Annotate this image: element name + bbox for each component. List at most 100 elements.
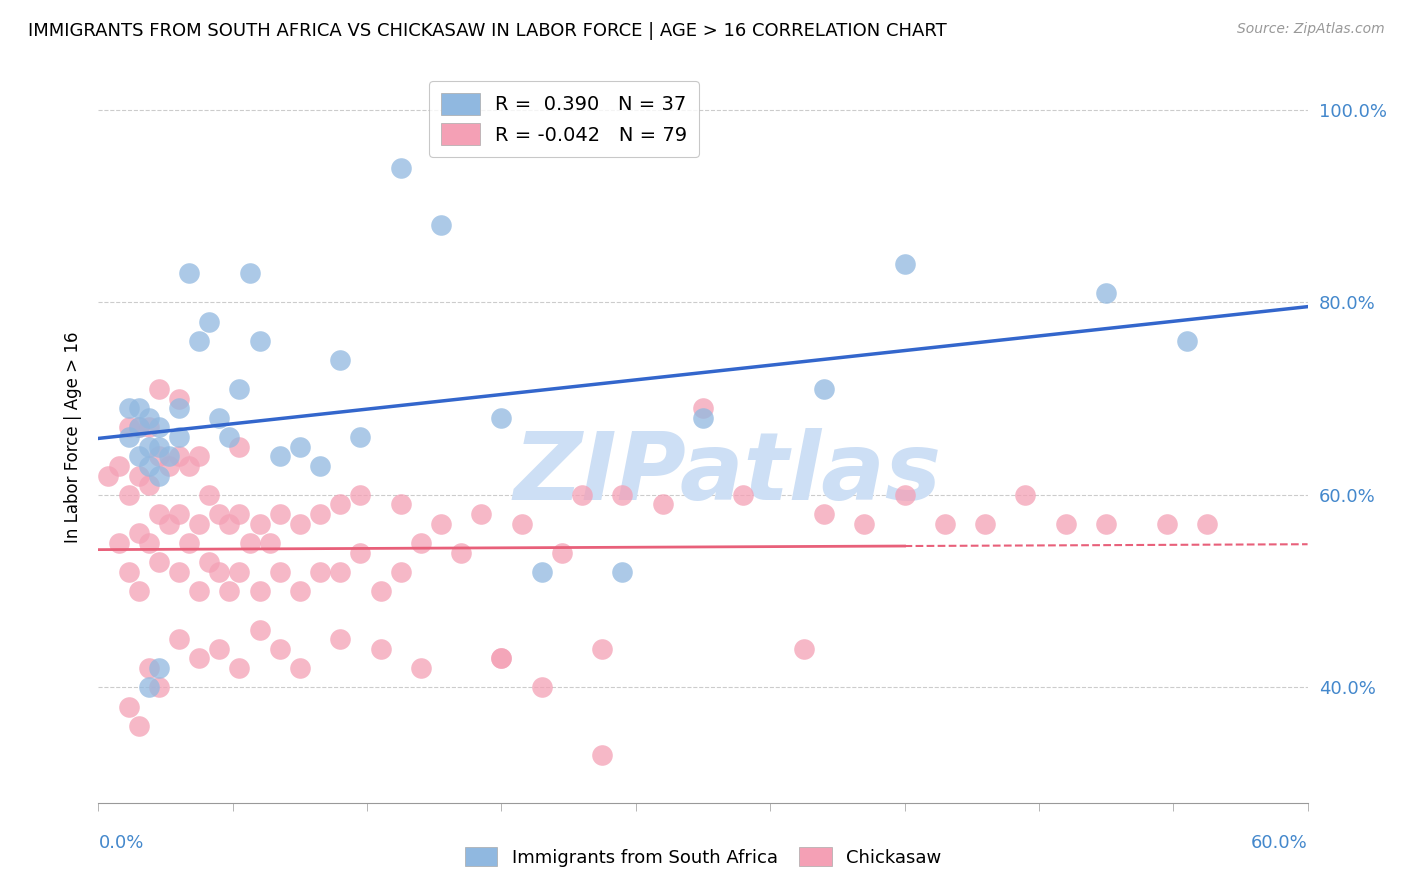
Point (228, 382, 250, 396)
Point (491, 410, 513, 425)
Point (288, 440, 311, 454)
Point (692, 401, 714, 416)
Point (188, 516, 211, 531)
Point (288, 516, 311, 531)
Point (1195, 516, 1218, 531)
Point (1175, 334, 1198, 348)
Point (138, 440, 160, 454)
Text: IMMIGRANTS FROM SOUTH AFRICA VS CHICKASAW IN LABOR FORCE | AGE > 16 CORRELATION : IMMIGRANTS FROM SOUTH AFRICA VS CHICKASA… (28, 22, 946, 40)
Point (188, 450, 211, 464)
Point (128, 468, 150, 483)
Point (269, 450, 291, 464)
Point (107, 458, 129, 473)
Point (470, 507, 492, 521)
Point (591, 641, 613, 656)
Point (118, 430, 141, 444)
Point (249, 584, 271, 599)
Point (228, 565, 250, 579)
Point (167, 450, 190, 464)
Point (249, 516, 271, 531)
Point (138, 420, 160, 434)
Point (148, 468, 170, 483)
Point (259, 536, 281, 550)
Point (450, 545, 472, 559)
Point (148, 507, 170, 521)
Point (430, 219, 453, 233)
Point (651, 498, 673, 512)
Point (198, 315, 221, 329)
Point (288, 584, 311, 599)
Point (118, 488, 141, 502)
Point (249, 623, 271, 637)
Point (309, 565, 332, 579)
Point (813, 507, 835, 521)
Point (551, 545, 574, 559)
Y-axis label: In Labor Force | Age > 16: In Labor Force | Age > 16 (63, 331, 82, 543)
Text: Source: ZipAtlas.com: Source: ZipAtlas.com (1237, 22, 1385, 37)
Point (208, 565, 231, 579)
Point (239, 536, 262, 550)
Point (138, 681, 160, 695)
Point (167, 430, 190, 444)
Point (692, 410, 714, 425)
Point (218, 584, 240, 599)
Point (510, 516, 533, 531)
Point (612, 565, 634, 579)
Point (309, 507, 332, 521)
Point (288, 661, 311, 675)
Point (974, 516, 997, 531)
Legend: Immigrants from South Africa, Chickasaw: Immigrants from South Africa, Chickasaw (457, 840, 949, 874)
Point (148, 681, 170, 695)
Point (934, 516, 956, 531)
Point (128, 401, 150, 416)
Point (128, 719, 150, 733)
Point (893, 488, 915, 502)
Point (309, 458, 332, 473)
Point (157, 450, 180, 464)
Text: ZIPatlas: ZIPatlas (513, 427, 941, 520)
Point (128, 420, 150, 434)
Point (228, 507, 250, 521)
Point (349, 488, 371, 502)
Point (329, 632, 352, 647)
Point (530, 565, 553, 579)
Point (329, 565, 352, 579)
Point (389, 498, 412, 512)
Point (1156, 516, 1178, 531)
Point (239, 267, 262, 281)
Point (138, 536, 160, 550)
Point (249, 334, 271, 348)
Point (269, 507, 291, 521)
Point (107, 536, 129, 550)
Point (167, 507, 190, 521)
Point (389, 565, 412, 579)
Point (269, 641, 291, 656)
Point (208, 410, 231, 425)
Point (430, 516, 453, 531)
Point (218, 430, 240, 444)
Point (128, 584, 150, 599)
Point (853, 516, 876, 531)
Point (733, 488, 755, 502)
Point (148, 420, 170, 434)
Point (1095, 516, 1118, 531)
Point (118, 401, 141, 416)
Point (157, 458, 180, 473)
Point (370, 584, 392, 599)
Point (612, 488, 634, 502)
Point (793, 641, 815, 656)
Point (148, 440, 170, 454)
Point (370, 641, 392, 656)
Point (188, 584, 211, 599)
Point (893, 257, 915, 271)
Point (118, 699, 141, 714)
Point (389, 161, 412, 175)
Point (128, 450, 150, 464)
Point (208, 641, 231, 656)
Text: 60.0%: 60.0% (1251, 834, 1308, 852)
Point (177, 458, 201, 473)
Point (148, 382, 170, 396)
Point (138, 458, 160, 473)
Point (177, 536, 201, 550)
Point (188, 334, 211, 348)
